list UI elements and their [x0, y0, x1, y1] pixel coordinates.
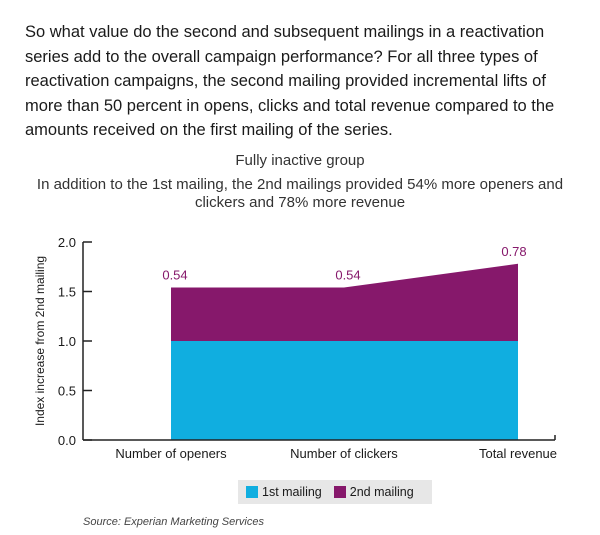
data-label: 0.54: [335, 268, 360, 283]
y-tick-label: 2.0: [58, 235, 76, 250]
y-tick-label: 1.0: [58, 334, 76, 349]
source-note: Source: Experian Marketing Services: [83, 516, 264, 528]
legend-label-second: 2nd mailing: [349, 485, 414, 499]
data-label: 0.54: [162, 268, 187, 283]
x-category-label: Number of clickers: [290, 446, 398, 461]
data-label: 0.78: [501, 244, 526, 259]
area-second-mailing: [171, 263, 518, 341]
legend-swatch-second: [333, 486, 346, 498]
x-category-label: Number of openers: [115, 446, 227, 461]
legend-swatch-first: [246, 486, 258, 498]
legend-label-first: 1st mailing: [262, 485, 322, 499]
intro-paragraph: So what value do the second and subseque…: [25, 23, 555, 139]
chart-areas: [171, 263, 518, 440]
area-first-mailing: [171, 341, 518, 440]
y-tick-label: 0.5: [58, 384, 76, 399]
x-category-label: Total revenue: [479, 446, 557, 461]
chart-legend: 1st mailing 2nd mailing: [238, 480, 432, 504]
chart-subtitle: In addition to the 1st mailing, the 2nd …: [36, 176, 564, 211]
legend-item-second-mailing: 2nd mailing: [333, 485, 414, 499]
legend-item-first-mailing: 1st mailing: [246, 485, 322, 499]
chart-axes: [82, 241, 556, 441]
chart-labels: 0.0 0.5 1.0 1.5 2.0 Index increase from 2nd m…: [33, 235, 557, 461]
y-axis-title: Index increase from 2nd mailing: [33, 256, 47, 426]
y-tick-label: 1.5: [58, 285, 76, 300]
chart-title: Fully inactive group: [235, 152, 365, 169]
y-tick-label: 0.0: [58, 433, 76, 448]
